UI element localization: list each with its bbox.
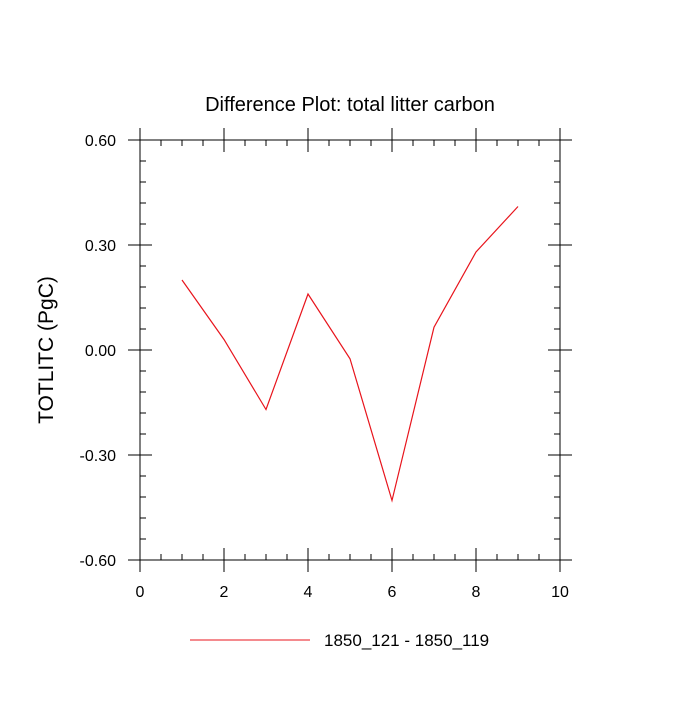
y-tick-label: 0.30 — [85, 238, 116, 255]
y-axis-ticks — [128, 139, 572, 561]
plot-frame — [139, 139, 561, 561]
legend: 1850_121 - 1850_119 — [190, 631, 489, 650]
y-tick-label: -0.60 — [80, 553, 117, 570]
x-axis-ticks — [139, 128, 561, 572]
x-tick-label: 6 — [388, 584, 397, 601]
y-tick-label: 0.00 — [85, 343, 116, 360]
y-axis-label: TOTLITC (PgC) — [35, 276, 58, 424]
x-tick-label: 8 — [472, 584, 481, 601]
x-axis-tick-labels: 0 2 4 6 8 10 — [136, 584, 569, 601]
x-tick-label: 0 — [136, 584, 145, 601]
legend-label: 1850_121 - 1850_119 — [324, 631, 489, 650]
y-tick-label: 0.60 — [85, 133, 116, 150]
x-tick-label: 10 — [551, 584, 569, 601]
y-axis-tick-labels: -0.60 -0.30 0.00 0.30 0.60 — [80, 133, 117, 570]
x-tick-label: 2 — [220, 584, 229, 601]
y-tick-label: -0.30 — [80, 448, 117, 465]
series-layer — [181, 206, 519, 503]
series-line — [181, 206, 519, 503]
x-tick-label: 4 — [304, 584, 313, 601]
chart-title: Difference Plot: total litter carbon — [205, 94, 495, 116]
